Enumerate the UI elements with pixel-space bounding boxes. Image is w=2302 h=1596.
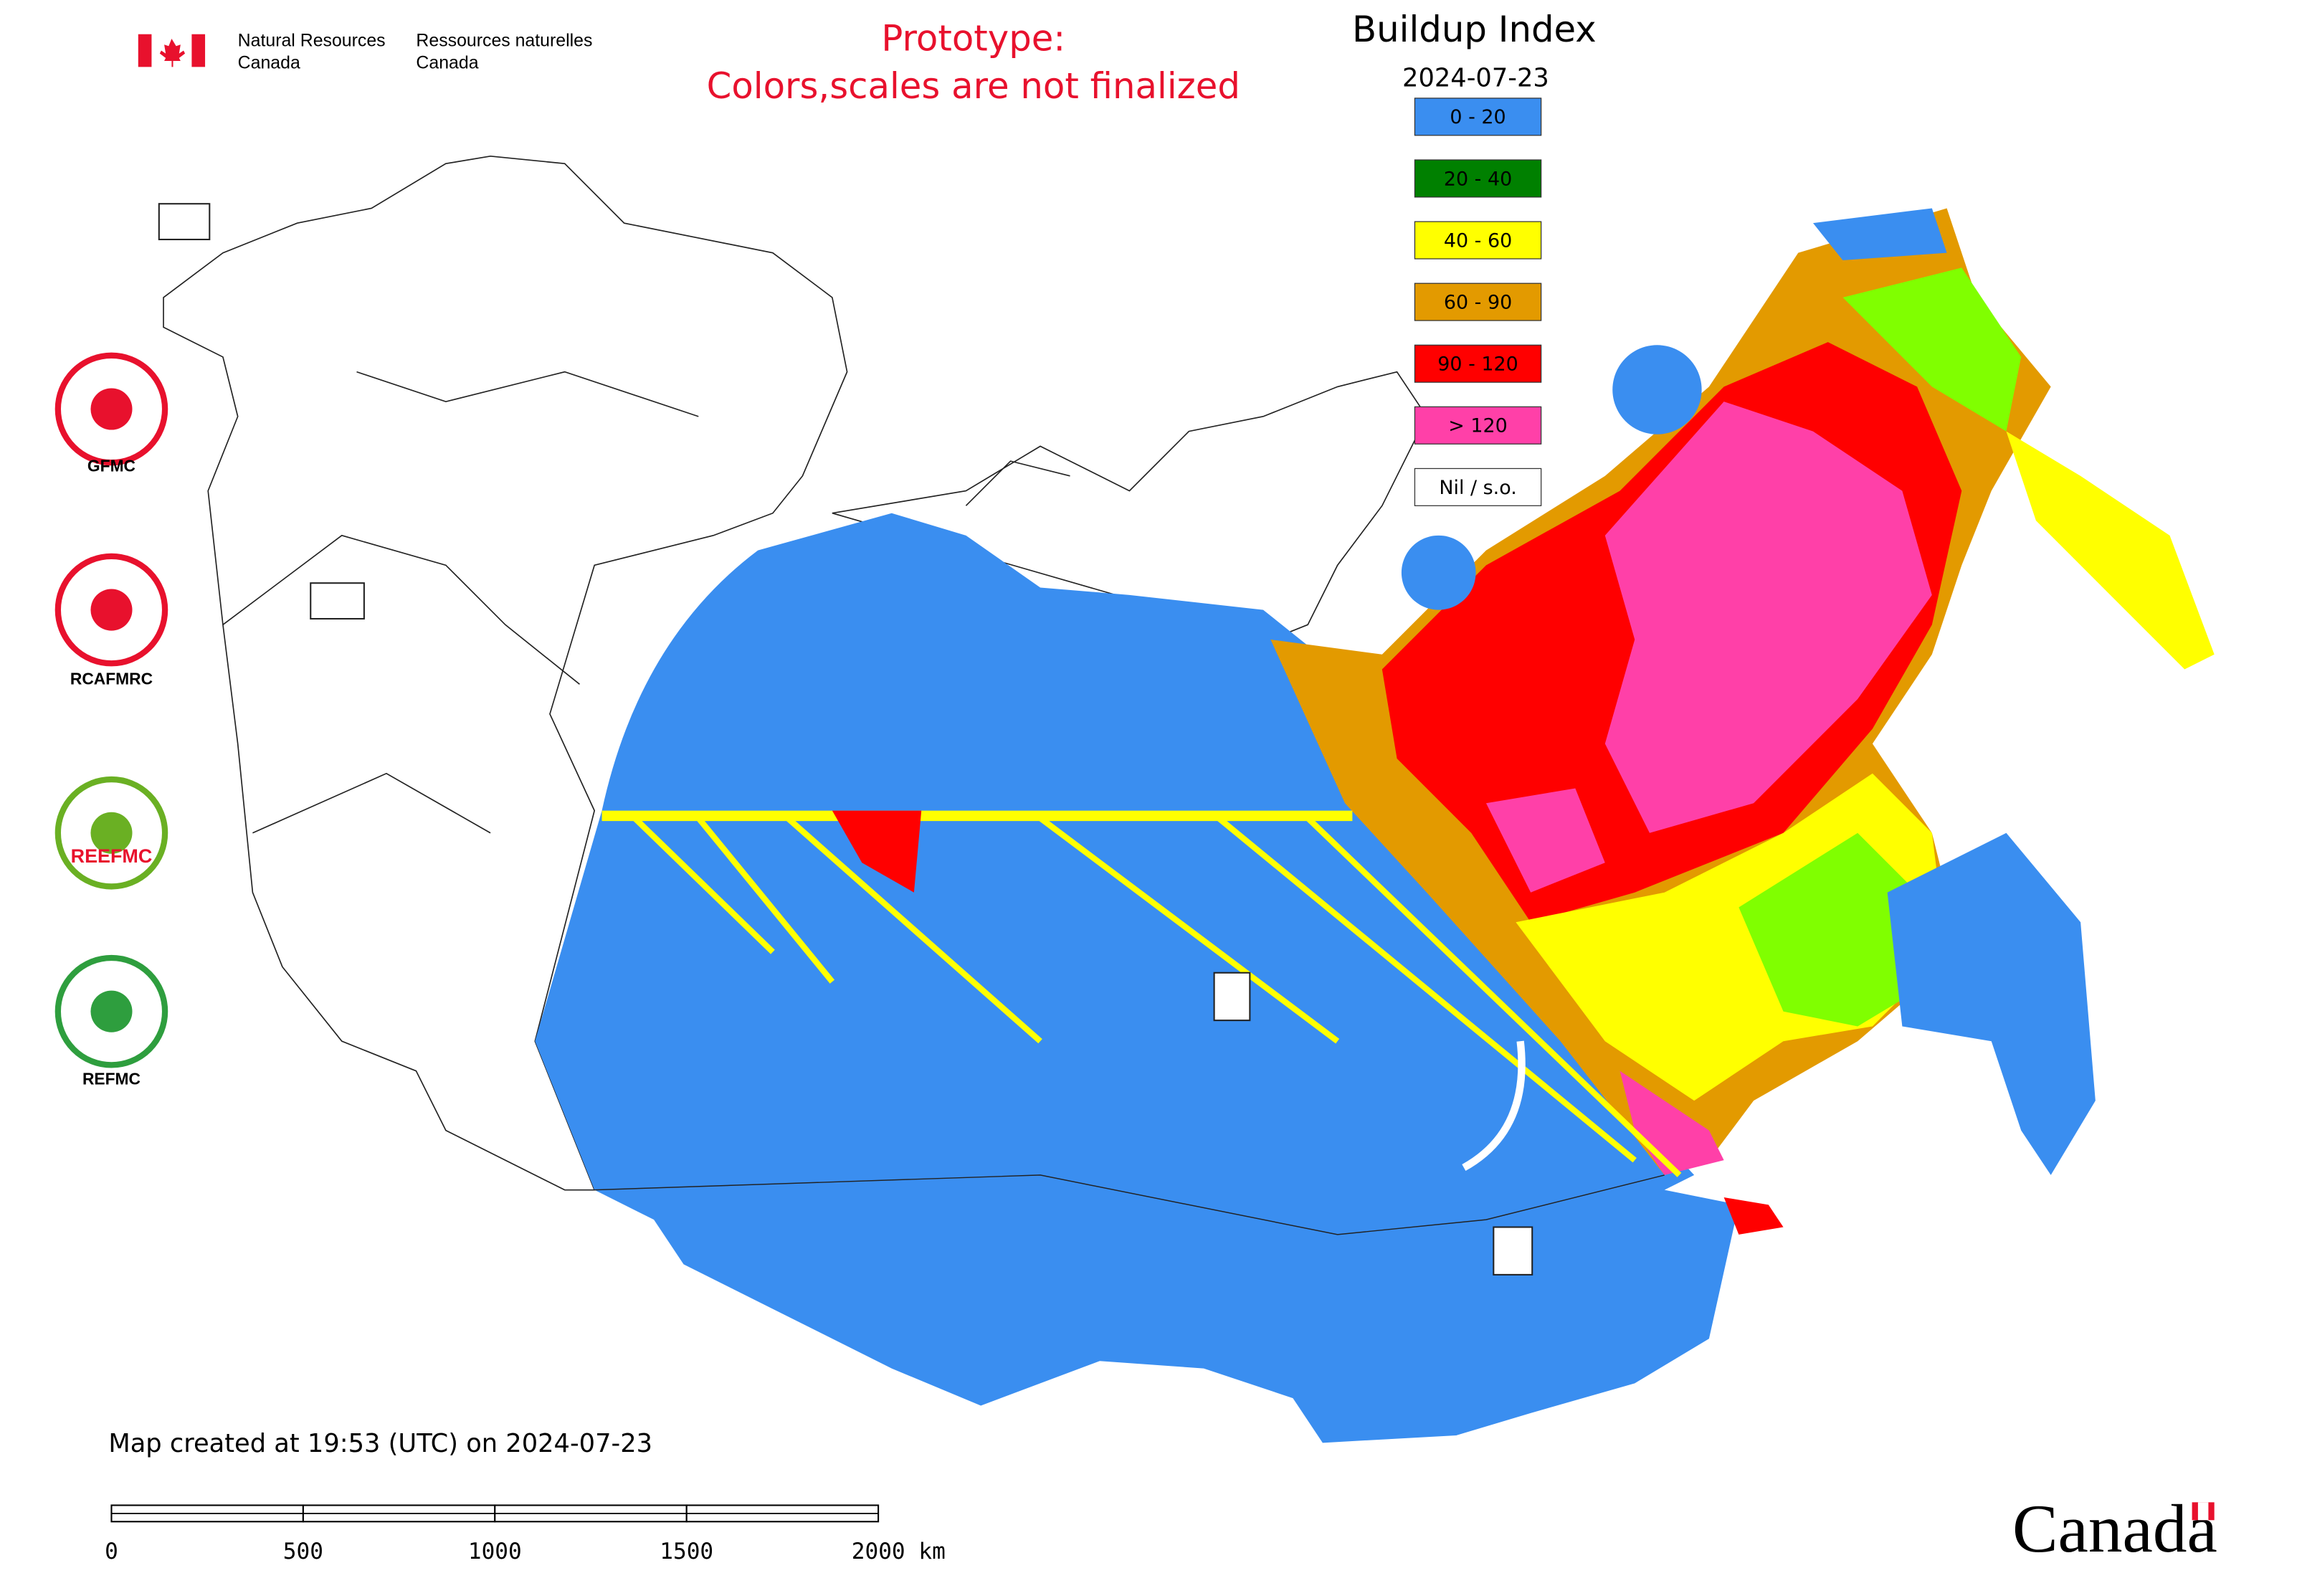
logo-label: REEFMC [71,845,153,867]
logo-column: GFMC RCAFMRC REEFMC REFMC [54,352,168,1088]
created-note: Map created at 19:53 (UTC) on 2024-07-23 [108,1429,652,1458]
scale-label: 500 [283,1539,323,1564]
logo-label: GFMC [87,457,135,475]
legend-swatch [1414,98,1542,136]
legend: 0 - 20 20 - 40 40 - 60 60 - 90 90 - 120 > 120… [1414,98,1542,506]
legend-swatch [1414,406,1542,445]
scale-label: 1000 [468,1539,522,1564]
map-date: 2024-07-23 [1402,63,1549,92]
map-title: Buildup Index [1352,9,1597,50]
legend-label: 60 - 90 [1444,291,1512,313]
hazard-field [535,208,2215,1443]
wordmark-flag [2192,1502,2215,1521]
notice: Prototype: [881,18,1065,60]
department-fr: Canada [416,52,478,72]
legend-swatch [1414,159,1542,198]
base-map [163,155,1427,1191]
map-logo-marker [158,203,1533,1276]
scale-label: 2000 km [852,1539,946,1564]
legend-swatch [1414,344,1542,383]
scale-bar: 0 500 1000 1500 2000 km [105,1504,946,1564]
legend-swatch [1414,467,1542,506]
logo-mark [90,990,133,1032]
department-en: Natural Resources [238,30,386,50]
logo-label: RCAFMRC [70,669,153,688]
department-fr: Ressources naturelles [416,30,592,50]
legend-label: Nil / s.o. [1439,477,1516,499]
logo-mark [90,812,133,854]
legend-label: 0 - 20 [1450,106,1506,128]
legend-label: 40 - 60 [1444,229,1512,252]
canada-wordmark: Canada [2012,1491,2217,1567]
department-en: Canada [238,52,300,72]
legend-label: 20 - 40 [1444,168,1512,190]
scale-label: 1500 [660,1539,713,1564]
logo-label: REFMC [82,1069,141,1088]
canada-flag [138,34,206,67]
legend-swatch [1414,221,1542,260]
legend-label: 90 - 120 [1437,353,1518,376]
logo-mark [90,589,133,631]
notice: Colors,scales are not finalized [707,65,1240,107]
legend-swatch [1414,282,1542,321]
scale-label: 0 [105,1539,118,1564]
legend-label: > 120 [1448,415,1508,437]
logo-mark [90,388,133,430]
